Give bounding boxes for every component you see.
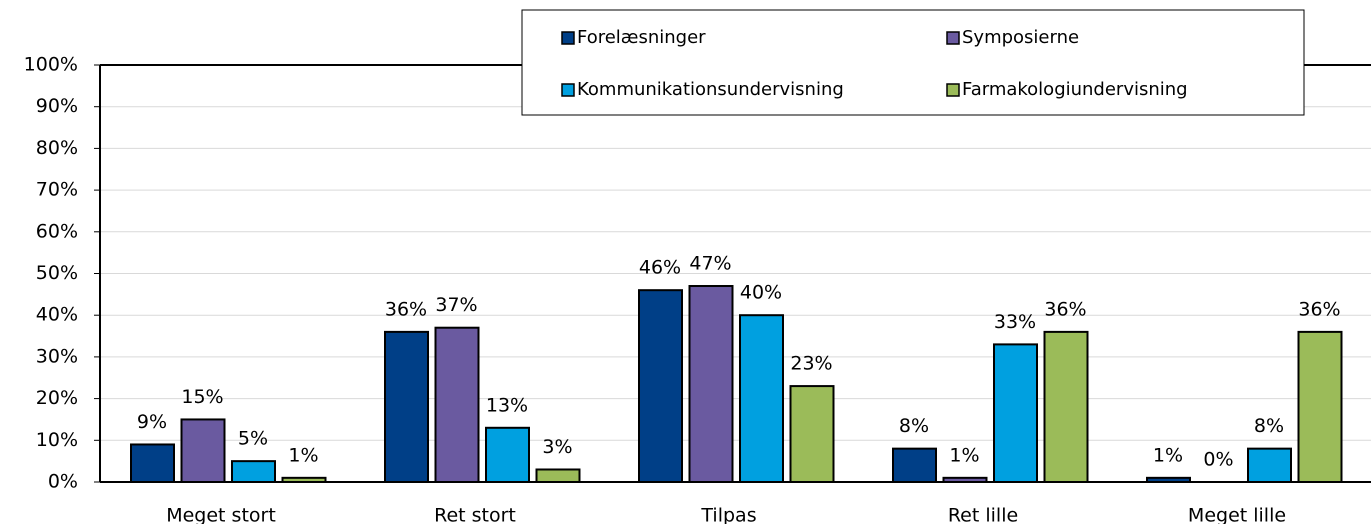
bar bbox=[789, 385, 835, 483]
y-tick-label: 60% bbox=[36, 220, 78, 242]
y-tick-label: 30% bbox=[36, 345, 78, 367]
y-tick-label: 70% bbox=[36, 179, 78, 201]
data-label: 3% bbox=[542, 436, 572, 458]
data-label: 8% bbox=[1254, 415, 1284, 437]
x-tick-label: Ret lille bbox=[948, 505, 1018, 524]
legend-label: Forelæsninger bbox=[577, 27, 706, 48]
data-label: 1% bbox=[1153, 444, 1183, 466]
data-label: 0% bbox=[1203, 449, 1233, 471]
legend-box bbox=[521, 9, 1305, 116]
y-tick-label: 0% bbox=[48, 471, 78, 493]
bar bbox=[1297, 330, 1343, 483]
legend-swatch bbox=[561, 31, 575, 45]
bar bbox=[942, 476, 988, 483]
data-label: 47% bbox=[689, 253, 731, 275]
data-label: 37% bbox=[435, 294, 477, 316]
bar bbox=[180, 418, 226, 484]
bar bbox=[688, 285, 734, 484]
data-label: 23% bbox=[790, 353, 832, 375]
legend-label: Kommunikationsundervisning bbox=[577, 79, 844, 100]
bar bbox=[1247, 447, 1292, 484]
legend-swatch bbox=[946, 31, 960, 45]
bar bbox=[638, 289, 683, 483]
bar bbox=[130, 443, 175, 483]
data-label: 40% bbox=[740, 282, 782, 304]
data-label: 1% bbox=[949, 444, 979, 466]
data-label: 13% bbox=[486, 394, 528, 416]
legend-swatch bbox=[946, 83, 960, 97]
bar bbox=[535, 468, 581, 483]
bar bbox=[1043, 330, 1089, 483]
bar bbox=[739, 314, 784, 484]
y-tick-label: 40% bbox=[36, 304, 78, 326]
x-tick-label: Tilpas bbox=[700, 505, 756, 524]
x-tick-label: Ret stort bbox=[434, 505, 516, 524]
bar bbox=[281, 476, 327, 483]
data-label: 1% bbox=[288, 444, 318, 466]
data-label: 36% bbox=[1044, 298, 1086, 320]
data-label: 5% bbox=[238, 428, 268, 450]
data-label: 46% bbox=[639, 257, 681, 279]
legend-swatch bbox=[561, 83, 575, 97]
bar bbox=[434, 326, 480, 483]
data-label: 33% bbox=[994, 311, 1036, 333]
data-label: 9% bbox=[137, 411, 167, 433]
x-tick-label: Meget stort bbox=[166, 505, 276, 524]
bar bbox=[993, 343, 1038, 484]
data-label: 36% bbox=[1298, 298, 1340, 320]
y-tick-label: 80% bbox=[36, 137, 78, 159]
data-label: 36% bbox=[385, 298, 427, 320]
y-tick-label: 90% bbox=[36, 95, 78, 117]
legend: Forelæsninger Symposierne Kommunikationsun… bbox=[521, 9, 1305, 116]
bar bbox=[1146, 476, 1191, 483]
y-tick-label: 50% bbox=[36, 262, 78, 284]
bar bbox=[384, 330, 429, 483]
y-tick-label: 100% bbox=[24, 54, 78, 76]
bar bbox=[485, 426, 530, 484]
data-label: 15% bbox=[181, 386, 223, 408]
legend-label: Farmakologiundervisning bbox=[962, 79, 1188, 100]
data-label: 8% bbox=[899, 415, 929, 437]
legend-label: Symposierne bbox=[962, 27, 1079, 48]
bar bbox=[892, 447, 937, 484]
bar bbox=[231, 460, 276, 483]
y-tick-label: 20% bbox=[36, 387, 78, 409]
y-tick-label: 10% bbox=[36, 429, 78, 451]
x-tick-label: Meget lille bbox=[1188, 505, 1286, 524]
